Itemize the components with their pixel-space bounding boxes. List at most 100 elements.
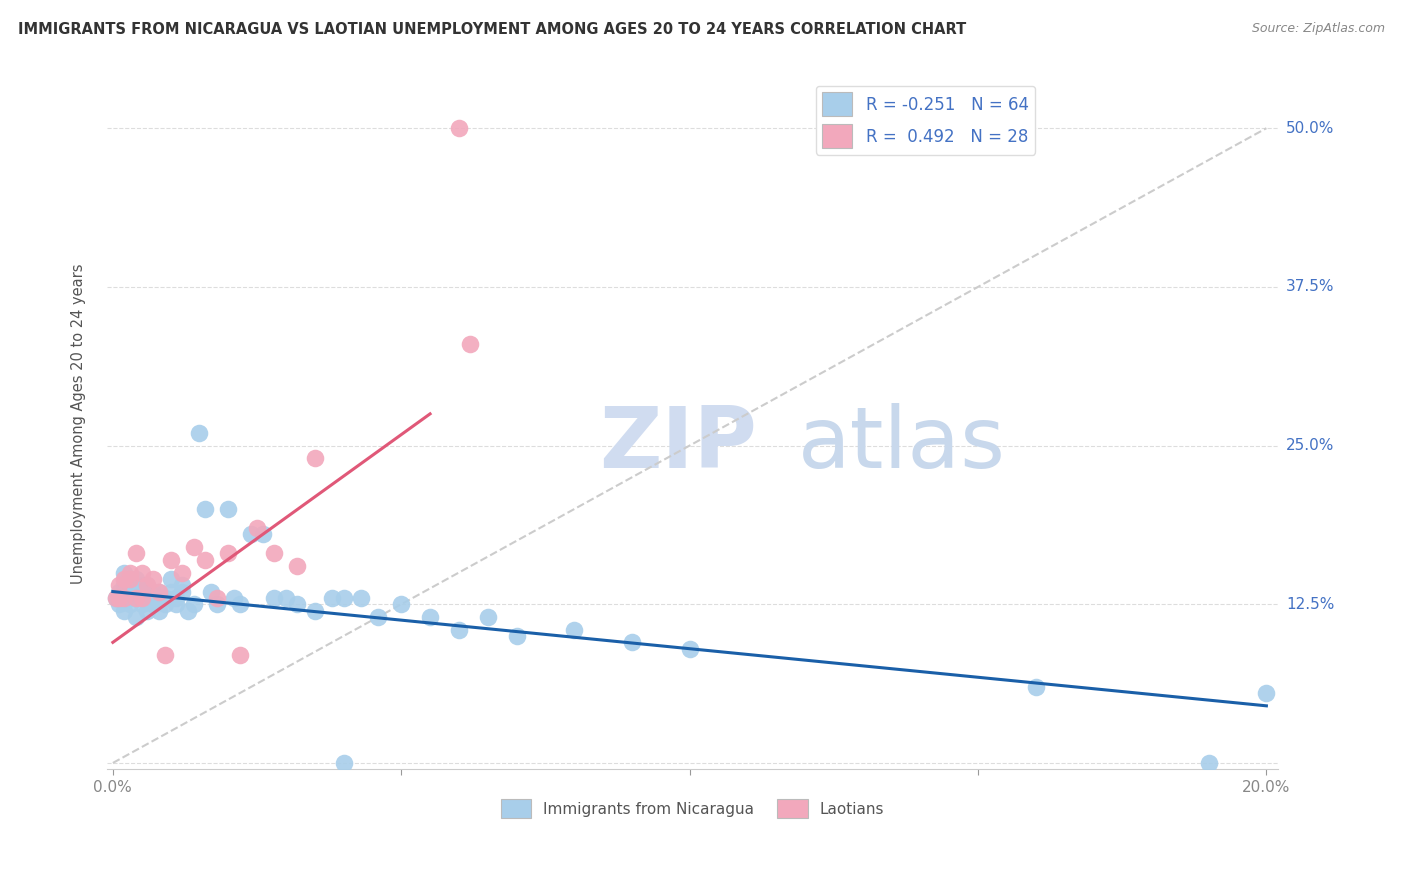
Point bbox=[678, 641, 700, 656]
Point bbox=[112, 572, 135, 586]
Point bbox=[252, 527, 274, 541]
Point bbox=[153, 591, 176, 605]
Point bbox=[125, 591, 148, 605]
Point bbox=[304, 604, 326, 618]
Point bbox=[104, 591, 127, 605]
Point bbox=[350, 591, 373, 605]
Point bbox=[217, 502, 239, 516]
Point bbox=[153, 648, 176, 662]
Point bbox=[229, 597, 252, 611]
Point bbox=[205, 597, 228, 611]
Point bbox=[217, 547, 239, 561]
Point bbox=[136, 604, 159, 618]
Point bbox=[120, 597, 142, 611]
Legend: Immigrants from Nicaragua, Laotians: Immigrants from Nicaragua, Laotians bbox=[495, 793, 890, 824]
Point bbox=[188, 425, 211, 440]
Point bbox=[136, 578, 159, 592]
Point bbox=[142, 572, 165, 586]
Point bbox=[170, 584, 193, 599]
Point bbox=[1025, 680, 1047, 694]
Point bbox=[165, 597, 187, 611]
Point bbox=[125, 591, 148, 605]
Point bbox=[148, 604, 170, 618]
Point bbox=[263, 547, 285, 561]
Point bbox=[142, 591, 165, 605]
Point bbox=[263, 591, 285, 605]
Point bbox=[183, 540, 205, 554]
Point bbox=[131, 591, 153, 605]
Point bbox=[136, 591, 159, 605]
Point bbox=[194, 502, 217, 516]
Point bbox=[112, 591, 135, 605]
Point bbox=[222, 591, 245, 605]
Text: atlas: atlas bbox=[797, 402, 1005, 485]
Text: 25.0%: 25.0% bbox=[1286, 438, 1334, 453]
Point bbox=[477, 610, 499, 624]
Point bbox=[159, 572, 181, 586]
Point bbox=[107, 597, 129, 611]
Point bbox=[246, 521, 269, 535]
Point bbox=[332, 756, 354, 770]
Point bbox=[505, 629, 527, 643]
Point bbox=[125, 572, 148, 586]
Point bbox=[142, 584, 165, 599]
Point bbox=[200, 584, 222, 599]
Point bbox=[148, 584, 170, 599]
Y-axis label: Unemployment Among Ages 20 to 24 years: Unemployment Among Ages 20 to 24 years bbox=[72, 263, 86, 583]
Point bbox=[287, 559, 309, 574]
Text: ZIP: ZIP bbox=[599, 402, 756, 485]
Point bbox=[240, 527, 263, 541]
Point bbox=[148, 584, 170, 599]
Point bbox=[447, 623, 470, 637]
Point bbox=[419, 610, 441, 624]
Point bbox=[170, 566, 193, 580]
Point bbox=[205, 591, 228, 605]
Point bbox=[1198, 756, 1220, 770]
Point bbox=[274, 591, 297, 605]
Point bbox=[104, 591, 127, 605]
Point bbox=[229, 648, 252, 662]
Point bbox=[177, 604, 200, 618]
Point bbox=[136, 578, 159, 592]
Point bbox=[120, 591, 142, 605]
Point bbox=[367, 610, 389, 624]
Point bbox=[131, 584, 153, 599]
Point bbox=[112, 578, 135, 592]
Point bbox=[165, 591, 187, 605]
Point bbox=[170, 578, 193, 592]
Point bbox=[159, 553, 181, 567]
Point bbox=[125, 547, 148, 561]
Point bbox=[332, 591, 354, 605]
Point bbox=[131, 578, 153, 592]
Text: Source: ZipAtlas.com: Source: ZipAtlas.com bbox=[1251, 22, 1385, 36]
Point bbox=[460, 337, 482, 351]
Point bbox=[107, 591, 129, 605]
Point bbox=[194, 553, 217, 567]
Point bbox=[107, 578, 129, 592]
Point bbox=[183, 597, 205, 611]
Point bbox=[447, 121, 470, 136]
Text: IMMIGRANTS FROM NICARAGUA VS LAOTIAN UNEMPLOYMENT AMONG AGES 20 TO 24 YEARS CORR: IMMIGRANTS FROM NICARAGUA VS LAOTIAN UNE… bbox=[18, 22, 966, 37]
Point bbox=[112, 566, 135, 580]
Point bbox=[620, 635, 643, 649]
Point bbox=[125, 610, 148, 624]
Point bbox=[304, 451, 326, 466]
Point bbox=[153, 597, 176, 611]
Point bbox=[159, 584, 181, 599]
Point bbox=[120, 572, 142, 586]
Point bbox=[562, 623, 585, 637]
Text: 50.0%: 50.0% bbox=[1286, 120, 1334, 136]
Point bbox=[321, 591, 343, 605]
Point bbox=[131, 597, 153, 611]
Text: 12.5%: 12.5% bbox=[1286, 597, 1334, 612]
Point bbox=[107, 584, 129, 599]
Point bbox=[120, 584, 142, 599]
Point bbox=[1256, 686, 1278, 700]
Point bbox=[112, 604, 135, 618]
Point bbox=[131, 566, 153, 580]
Text: 37.5%: 37.5% bbox=[1286, 279, 1334, 294]
Point bbox=[120, 578, 142, 592]
Point bbox=[287, 597, 309, 611]
Point bbox=[389, 597, 412, 611]
Point bbox=[131, 591, 153, 605]
